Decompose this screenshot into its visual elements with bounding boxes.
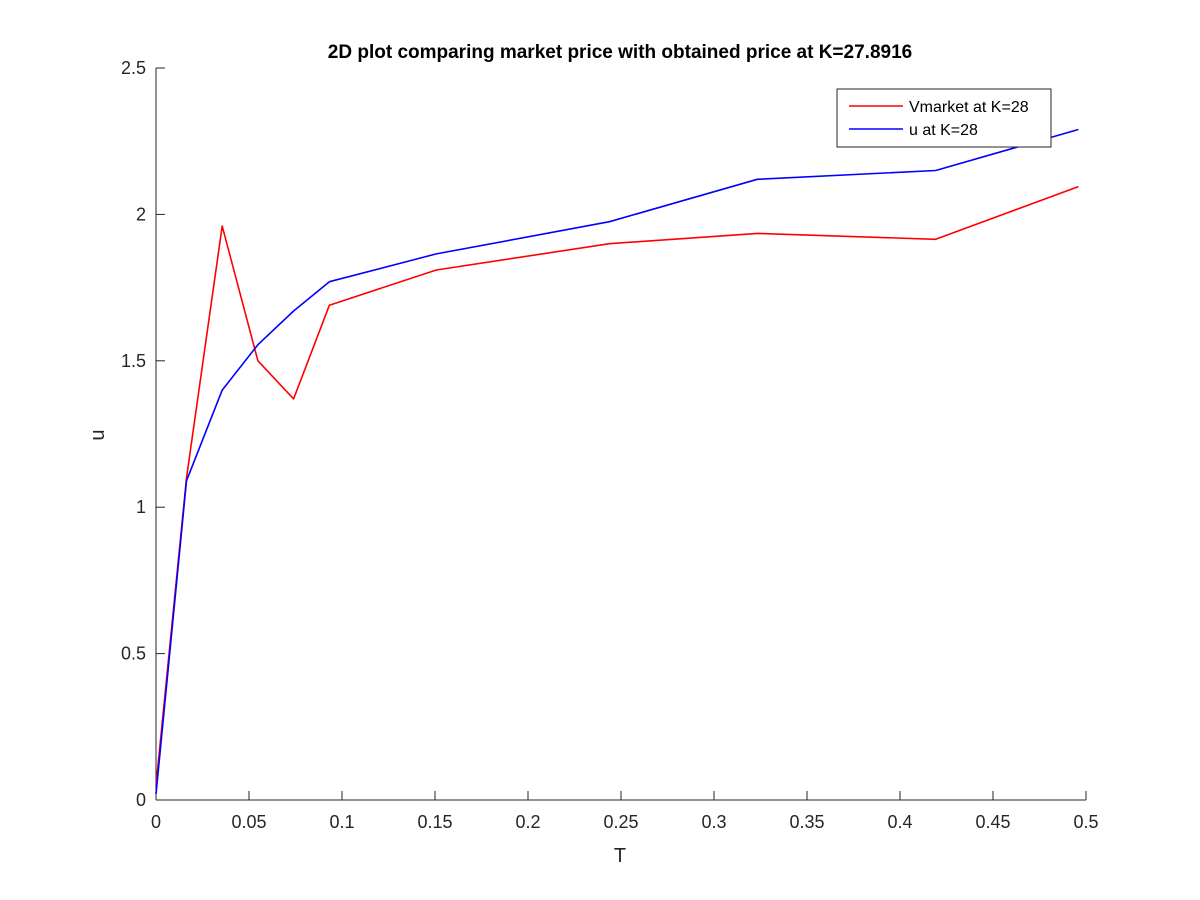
y-tick-label: 2 [136,204,146,224]
x-tick-label: 0.1 [329,812,354,832]
y-tick-label: 1 [136,497,146,517]
x-axis-label: T [614,845,626,867]
y-tick-label: 0.5 [121,644,146,664]
legend: Vmarket at K=28 u at K=28 [836,88,1052,148]
x-tick-label: 0.2 [515,812,540,832]
y-tick-label: 1.5 [121,351,146,371]
x-tick-label: 0.45 [975,812,1010,832]
legend-label-u: u at K=28 [909,122,978,139]
x-tick-label: 0 [151,812,161,832]
x-tick-label: 0.35 [789,812,824,832]
x-tick-label: 0.15 [417,812,452,832]
legend-box [836,88,1052,148]
y-tick-label: 2.5 [121,58,146,78]
plot-series [155,128,1079,795]
x-tick-label: 0.3 [701,812,726,832]
x-tick-label: 0.4 [887,812,912,832]
x-tick-label: 0.05 [231,812,266,832]
x-axis-ticks: 0 0.05 0.1 0.15 0.2 0.25 0.3 0.35 0.4 0.45 0.5 [151,791,1099,832]
series-line-u [155,128,1079,795]
legend-label-vmarket: Vmarket at K=28 [909,99,1029,116]
series-line-vmarket [155,185,1079,786]
chart-title: 2D plot comparing market price with obta… [328,42,912,63]
y-axis-ticks: 0 0.5 1 1.5 2 2.5 [121,58,165,810]
y-tick-label: 0 [136,790,146,810]
x-tick-label: 0.5 [1073,812,1098,832]
x-tick-label: 0.25 [603,812,638,832]
y-axis-label: u [87,429,109,440]
axes [155,68,1086,801]
